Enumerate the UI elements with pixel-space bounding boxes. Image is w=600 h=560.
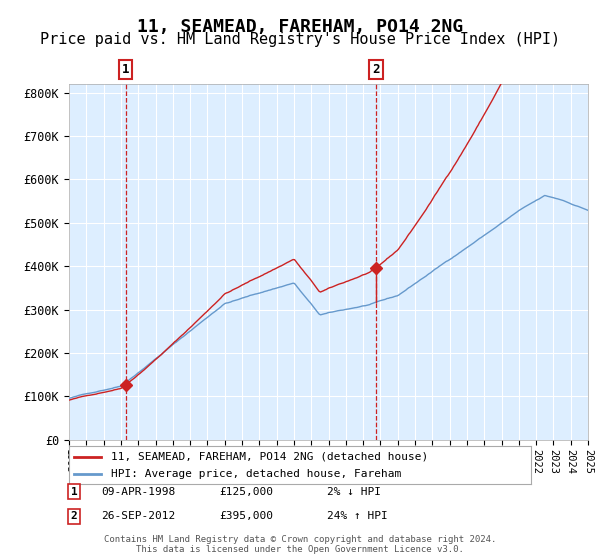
Text: 09-APR-1998: 09-APR-1998 (101, 487, 175, 497)
Text: Price paid vs. HM Land Registry's House Price Index (HPI): Price paid vs. HM Land Registry's House … (40, 32, 560, 48)
Text: 11, SEAMEAD, FAREHAM, PO14 2NG: 11, SEAMEAD, FAREHAM, PO14 2NG (137, 18, 463, 36)
Text: 2: 2 (372, 63, 379, 76)
Text: Contains HM Land Registry data © Crown copyright and database right 2024.
This d: Contains HM Land Registry data © Crown c… (104, 535, 496, 554)
Text: £125,000: £125,000 (219, 487, 273, 497)
Text: 1: 1 (71, 487, 77, 497)
Text: 2% ↓ HPI: 2% ↓ HPI (327, 487, 381, 497)
Text: 11, SEAMEAD, FAREHAM, PO14 2NG (detached house): 11, SEAMEAD, FAREHAM, PO14 2NG (detached… (110, 452, 428, 462)
Text: HPI: Average price, detached house, Fareham: HPI: Average price, detached house, Fare… (110, 469, 401, 479)
Text: £395,000: £395,000 (219, 511, 273, 521)
Text: 26-SEP-2012: 26-SEP-2012 (101, 511, 175, 521)
Text: 24% ↑ HPI: 24% ↑ HPI (327, 511, 388, 521)
Text: 1: 1 (122, 63, 130, 76)
Text: 2: 2 (71, 511, 77, 521)
